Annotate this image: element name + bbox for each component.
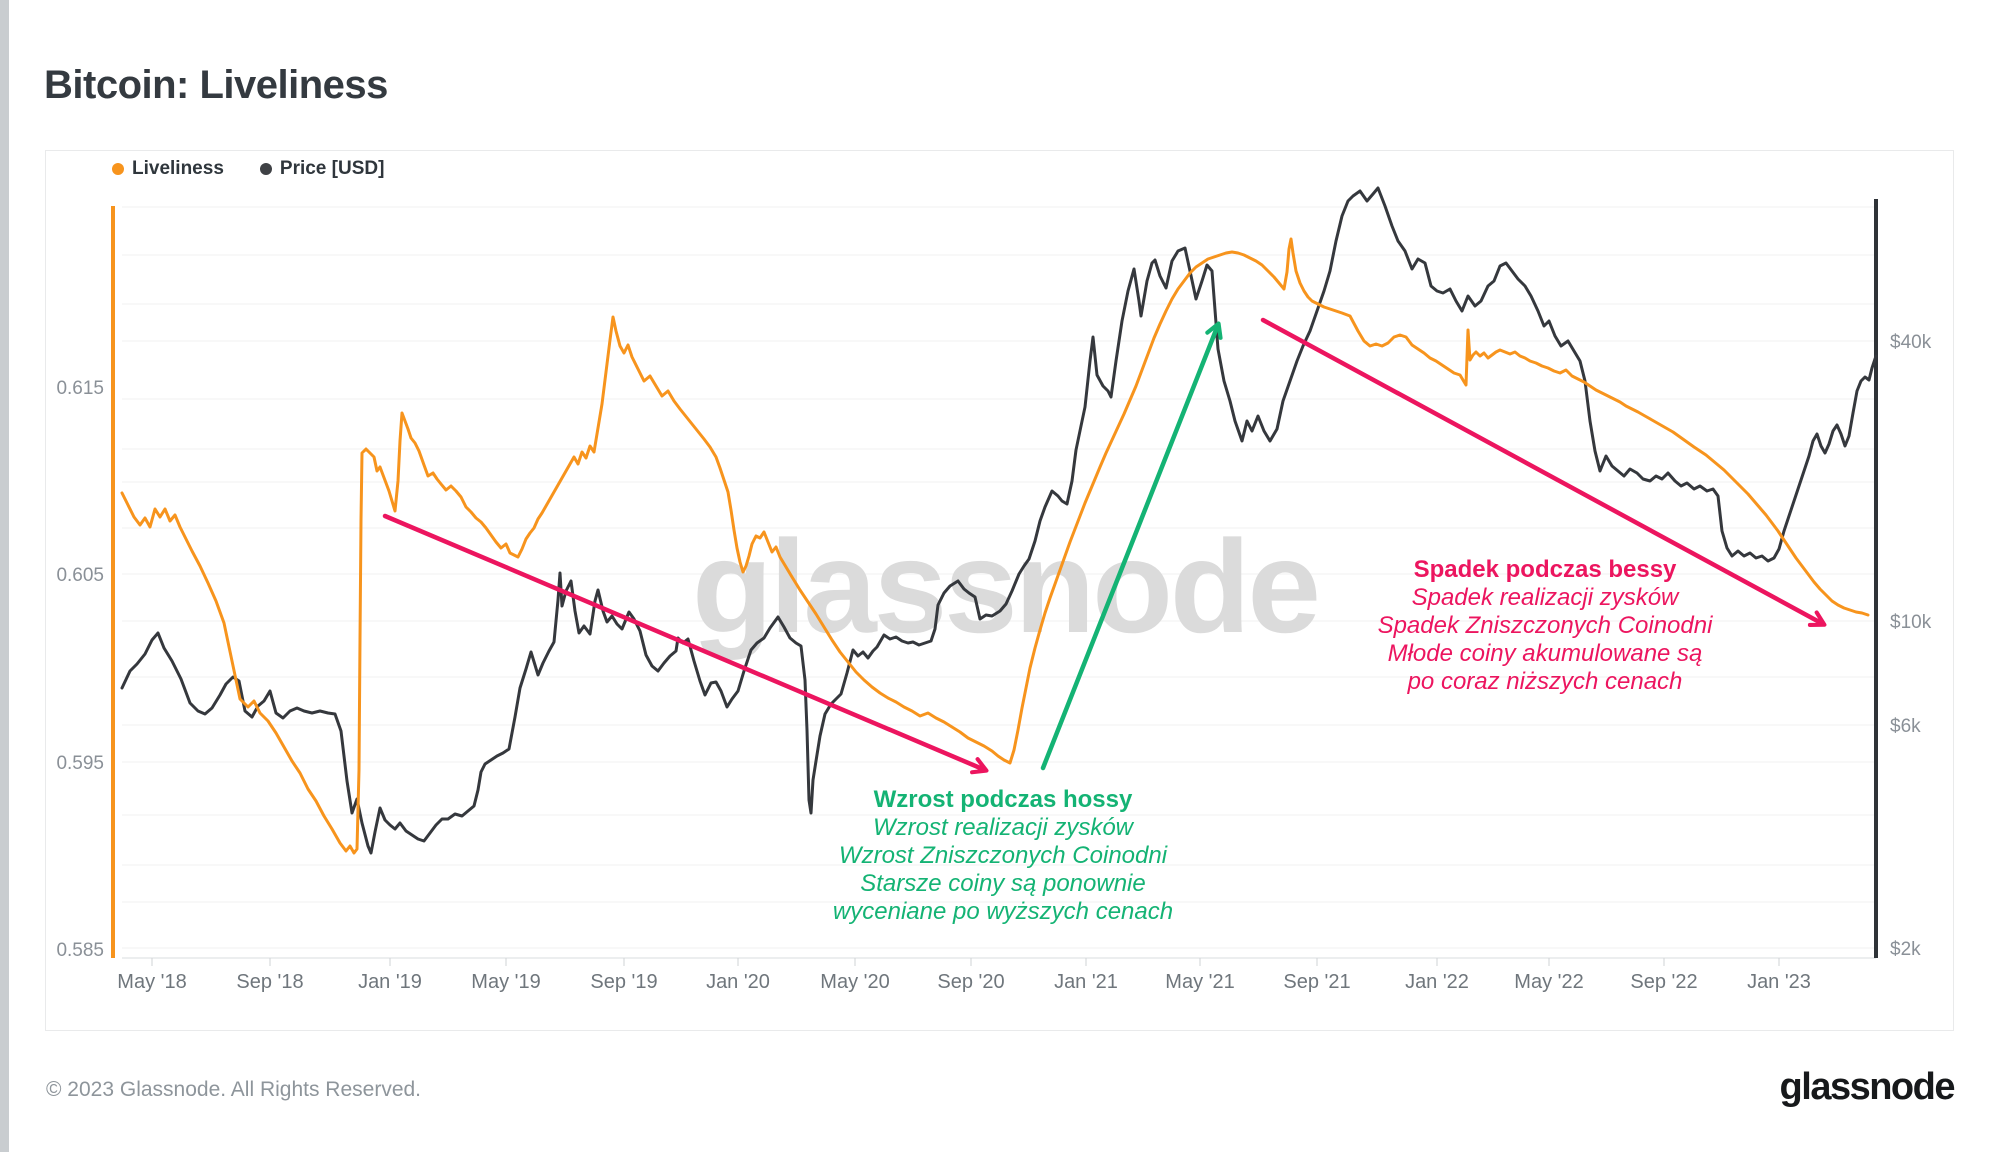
window-edge [0,0,9,1152]
svg-text:Sep '18: Sep '18 [236,971,303,993]
annotation-line: Starsze coiny są ponownie [860,870,1146,897]
svg-text:Jan '19: Jan '19 [358,971,422,993]
svg-text:0.595: 0.595 [56,753,104,774]
legend-item-price[interactable]: Price [USD] [259,158,385,180]
svg-text:Sep '19: Sep '19 [590,971,657,993]
annotation-line: Spadek realizacji zysków [1411,584,1679,611]
legend-label: Price [USD] [279,158,385,179]
svg-text:0.605: 0.605 [56,565,104,586]
svg-text:May '21: May '21 [1165,971,1234,993]
liveliness-dot-icon [112,163,124,175]
svg-text:0.615: 0.615 [56,378,104,399]
annotation-bull-market: Wzrost podczas hossy Wzrost realizacji z… [833,786,1173,926]
svg-text:May '22: May '22 [1514,971,1583,993]
page-title: Bitcoin: Liveliness [44,62,388,107]
annotation-title: Spadek podczas bessy [1413,556,1677,583]
annotation-title: Wzrost podczas hossy [873,786,1133,813]
legend-item-liveliness[interactable]: Liveliness [112,158,224,180]
price-dot-icon [259,163,272,175]
svg-text:0.585: 0.585 [56,940,104,961]
svg-text:$6k: $6k [1890,716,1921,737]
svg-text:Sep '20: Sep '20 [937,971,1004,993]
glassnode-logo: glassnode [1779,1066,1956,1108]
svg-text:Sep '22: Sep '22 [1630,971,1697,993]
chart-legend: Liveliness Price [USD] [112,158,384,180]
svg-text:Jan '21: Jan '21 [1054,971,1118,993]
svg-text:Jan '22: Jan '22 [1405,971,1469,993]
svg-text:$2k: $2k [1890,939,1921,960]
svg-text:$40k: $40k [1890,332,1932,353]
bear-arrow-1 [382,513,989,775]
svg-text:Sep '21: Sep '21 [1283,971,1350,993]
annotation-bear-market: Spadek podczas bessy Spadek realizacji z… [1378,556,1713,696]
series-liveliness [120,237,1870,855]
annotation-line: wyceniane po wyższych cenach [832,898,1174,925]
svg-text:May '19: May '19 [471,971,540,993]
copyright-text: © 2023 Glassnode. All Rights Reserved. [46,1078,422,1101]
bear-arrow-2 [1260,317,1827,628]
annotation-line: Młode coiny akumulowane są [1387,640,1703,667]
annotation-line: Wzrost realizacji zysków [872,814,1134,841]
svg-text:May '20: May '20 [820,971,889,993]
svg-text:$10k: $10k [1890,612,1932,633]
annotation-line: po coraz niższych cenach [1407,668,1683,695]
watermark: glassnode [692,513,1318,660]
annotation-line: Wzrost Zniszczonych Coinodni [838,842,1168,869]
legend-label: Liveliness [132,158,224,179]
svg-text:Jan '23: Jan '23 [1747,971,1811,993]
svg-text:Jan '20: Jan '20 [706,971,770,993]
chart-card [45,150,1954,1031]
series-price-usd- [120,186,1878,855]
svg-text:May '18: May '18 [117,971,186,993]
annotation-line: Spadek Zniszczonych Coinodni [1377,612,1713,639]
bull-arrow [1040,321,1223,771]
